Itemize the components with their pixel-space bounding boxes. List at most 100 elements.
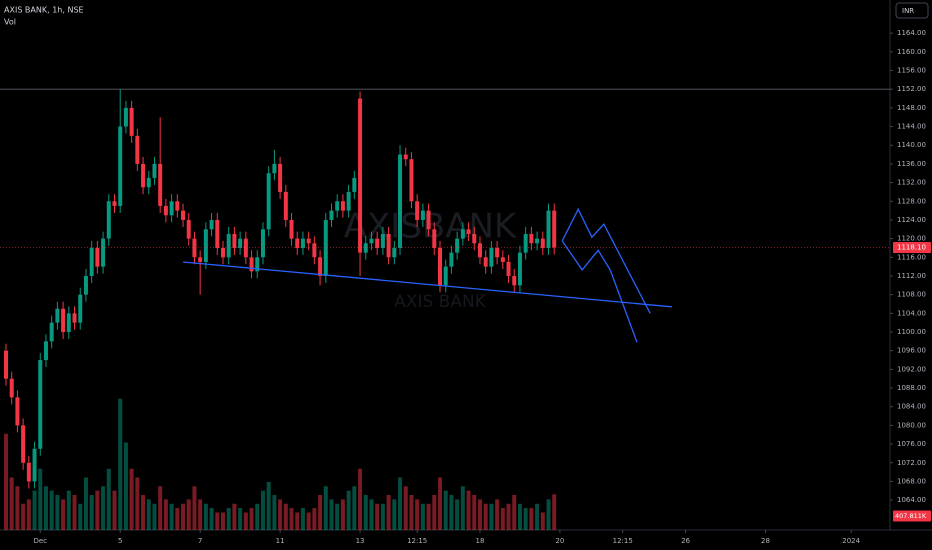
volume-bar xyxy=(83,477,88,530)
candle-body xyxy=(278,163,283,192)
volume-bar xyxy=(232,503,237,530)
candle-body xyxy=(249,257,254,272)
volume-bar xyxy=(363,495,368,530)
candle-body xyxy=(409,159,414,202)
last-price-label: 1118.10 xyxy=(897,243,926,251)
volume-bar xyxy=(455,499,460,530)
candle-body xyxy=(158,163,163,206)
volume-bar xyxy=(266,481,271,530)
y-tick-label: 1088.00 xyxy=(897,384,926,392)
last-volume-label: 407.811K xyxy=(895,512,927,520)
currency[interactable]: INR xyxy=(902,7,914,15)
volume-bar xyxy=(517,503,522,530)
volume-bar xyxy=(535,503,540,530)
y-tick-label: 1116.00 xyxy=(897,253,926,261)
volume-bar xyxy=(529,508,534,530)
x-tick-label: 5 xyxy=(118,537,122,545)
candle-body xyxy=(198,257,203,262)
volume-bar xyxy=(289,508,294,530)
volume-bar xyxy=(66,490,71,530)
y-tick-label: 1144.00 xyxy=(897,123,926,131)
candle-body xyxy=(146,177,151,188)
volume-bar xyxy=(295,512,300,530)
volume-bar xyxy=(438,477,443,530)
candle-body xyxy=(363,243,368,253)
y-tick-label: 1112.00 xyxy=(897,272,926,280)
volume-bar xyxy=(449,495,454,530)
y-tick-label: 1084.00 xyxy=(897,403,926,411)
volume-bar xyxy=(118,398,123,530)
volume-bar xyxy=(220,512,225,530)
y-tick-label: 1120.00 xyxy=(897,235,926,243)
candle-body xyxy=(483,257,488,267)
volume-bar xyxy=(409,495,414,530)
volume-bar xyxy=(443,490,448,530)
volume-bar xyxy=(552,494,557,530)
y-tick-label: 1132.00 xyxy=(897,179,926,187)
volume-bar xyxy=(141,495,146,530)
y-tick-label: 1080.00 xyxy=(897,421,926,429)
candle-body xyxy=(243,238,248,258)
volume-bar xyxy=(112,490,117,530)
candle-body xyxy=(426,210,431,230)
last-price-box xyxy=(893,241,931,253)
y-tick-label: 1096.00 xyxy=(897,347,926,355)
candle-body xyxy=(477,243,482,258)
volume-bar xyxy=(369,499,374,530)
plot: 1064.00 1068.00 1072.00 1076.00 1080.00 1084.… xyxy=(0,29,931,545)
volume-bar xyxy=(146,499,151,530)
candle-body xyxy=(38,360,43,449)
volume-bar xyxy=(306,512,311,530)
x-tick-label: 2024 xyxy=(842,537,860,545)
candle-body xyxy=(15,397,20,426)
volume-bar xyxy=(477,499,482,530)
volume-bar xyxy=(209,508,214,530)
candle-body xyxy=(403,154,408,160)
candle-body xyxy=(135,135,140,164)
candle-body xyxy=(169,201,174,216)
candle-body xyxy=(26,462,31,482)
candle-body xyxy=(272,163,277,174)
candle-body xyxy=(506,261,511,276)
candle-body xyxy=(512,275,517,286)
candle-body xyxy=(432,229,437,248)
volume-bar xyxy=(243,512,248,530)
volume-bar xyxy=(329,499,334,530)
candle-body xyxy=(192,238,197,258)
candle-body xyxy=(55,308,60,323)
candle-body xyxy=(335,201,340,211)
candle-body xyxy=(380,233,385,248)
volume-bar xyxy=(61,499,66,530)
volume-bar xyxy=(192,486,197,530)
candle-body xyxy=(546,210,551,248)
volume-bar xyxy=(158,486,163,530)
candle-body xyxy=(260,229,265,258)
y-tick-label: 1140.00 xyxy=(897,141,926,149)
volume-bar xyxy=(260,490,265,530)
candle-body xyxy=(232,233,237,248)
volume-bar xyxy=(78,503,83,530)
watermark-sub: AXIS BANK xyxy=(394,292,486,312)
candle-body xyxy=(438,247,443,286)
volume-bar xyxy=(55,495,60,530)
candle-body xyxy=(529,233,534,244)
candle-body xyxy=(43,341,48,361)
currency-button[interactable] xyxy=(895,2,929,19)
volume-bar xyxy=(312,508,317,530)
volume-bar xyxy=(318,495,323,530)
trend-drawing xyxy=(561,207,651,314)
candle-body xyxy=(95,247,100,267)
volume-bar xyxy=(472,495,477,530)
volume-bar xyxy=(540,512,545,530)
volume-bar xyxy=(420,503,425,530)
volume-bar xyxy=(175,508,180,530)
volume-bar xyxy=(500,508,505,530)
volume-bar xyxy=(346,490,351,530)
volume-bar xyxy=(340,499,345,530)
candle-body xyxy=(552,210,557,248)
x-tick-label: 13 xyxy=(356,537,365,545)
volume-bar xyxy=(123,442,128,530)
